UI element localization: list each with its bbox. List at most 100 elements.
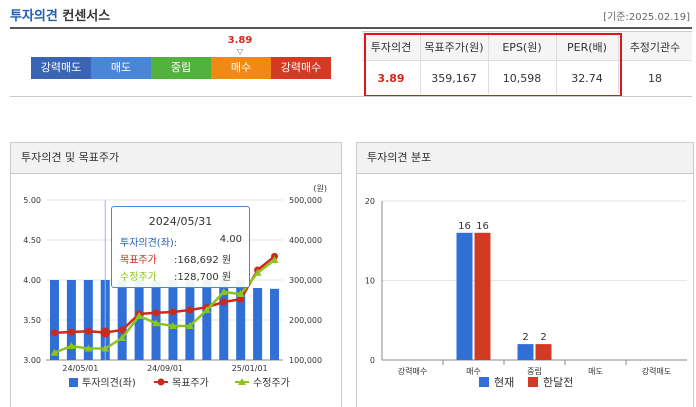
right-axis-tick: 500,000 [289, 196, 322, 205]
left-axis-tick: 4.00 [23, 276, 41, 285]
hover-point [100, 327, 111, 338]
y-axis-tick: 10 [365, 277, 375, 286]
opinion-bar [219, 280, 229, 360]
header-opinion: 투자의견 [370, 41, 412, 54]
right-axis-tick: 100,000 [289, 356, 322, 365]
right-panel-title: 투자의견 분포 [357, 143, 693, 174]
right-axis-tick: 200,000 [289, 316, 322, 325]
opinion-bar [66, 280, 76, 360]
tooltip-target-label: 목표주가 [120, 255, 157, 266]
title-sub: 컨센서스 [62, 9, 111, 24]
current-bar [456, 232, 473, 360]
y-axis-tick: 0 [370, 356, 375, 365]
scale-strong-buy: 강력매수 [271, 57, 331, 79]
opinion-scale-bar: 강력매도 매도 중립 매수 강력매수 [31, 57, 331, 79]
legend-target-marker [157, 378, 165, 386]
header-per: PER(배) [567, 41, 607, 54]
price-point [270, 256, 279, 263]
bar-value-label: 2 [522, 332, 528, 343]
distribution-panel: 투자의견 분포 [356, 142, 694, 407]
legend-prev-swatch [528, 377, 538, 387]
price-point [185, 322, 194, 329]
scale-neutral: 중립 [151, 57, 211, 79]
x-axis-category: 강력매수 [398, 366, 427, 376]
left-axis-tick: 4.50 [23, 236, 41, 245]
opinion-target-chart: (원) 5.00 4.50 4.00 3.50 3.00 500,000 400,000 300… [23, 184, 327, 389]
legend-price-marker [238, 378, 246, 385]
opinion-bar [253, 288, 263, 360]
x-axis-tick: 24/05/01 [62, 364, 98, 373]
value-per: 32.74 [571, 72, 603, 85]
price-point [118, 334, 127, 341]
x-axis-category: 강력매도 [642, 366, 671, 376]
price-point [219, 288, 228, 295]
opinion-target-panel: 투자의견 및 목표주가 [10, 142, 342, 407]
header-eps: EPS(원) [502, 41, 542, 54]
scale-strong-sell: 강력매도 [31, 57, 91, 79]
target-price-point [50, 329, 58, 337]
current-bar [517, 344, 534, 360]
header-analyst-count: 추정기관수 [629, 41, 681, 54]
current-opinion-marker-icon: ▽ [236, 47, 244, 56]
value-target-price: 359,167 [431, 72, 477, 85]
y-axis-tick: 20 [365, 197, 375, 206]
target-price-point [186, 306, 194, 314]
prev-month-bar [474, 232, 491, 360]
bar-value-label: 16 [458, 221, 471, 232]
price-point [84, 344, 93, 352]
price-point [236, 290, 245, 297]
price-point [202, 306, 211, 313]
value-eps: 10,598 [502, 72, 542, 85]
price-point [152, 319, 161, 327]
legend-opinion-swatch [69, 378, 78, 387]
target-price-point [152, 309, 160, 317]
tooltip-opinion-value: 4.00 [219, 234, 242, 245]
tooltip-target-value: :168,692 원 [174, 255, 232, 266]
opinion-bar [83, 280, 93, 360]
reference-date: [기준:2025.02.19] [603, 12, 690, 23]
price-line [53, 259, 276, 354]
value-opinion: 3.89 [377, 72, 405, 85]
price-point [135, 312, 144, 319]
right-axis-tick: 300,000 [289, 276, 322, 285]
chart-tooltip: 2024/05/31 투자의견(좌): 4.00 목표주가 :168,692 원… [111, 206, 250, 288]
left-axis-tick: 5.00 [23, 196, 41, 205]
opinion-bar [134, 280, 144, 360]
header-target-price: 목표주가(원) [424, 41, 484, 54]
tooltip-price-label: 수정주가 [120, 272, 157, 283]
legend-current-label: 현재 [494, 376, 514, 389]
table-top-border [362, 31, 692, 32]
section-divider [10, 96, 692, 97]
tooltip-opinion-label: 투자의견(좌): [120, 238, 178, 249]
target-price-point [118, 326, 126, 334]
target-price-point [169, 308, 177, 316]
opinion-bar [185, 280, 195, 360]
opinion-bar [168, 280, 178, 360]
price-point [168, 322, 177, 329]
bar-value-label: 2 [540, 332, 546, 343]
section-title: 투자의견 컨센서스 [10, 5, 110, 24]
x-axis-tick: 24/09/01 [147, 364, 183, 373]
x-axis-category: 중립 [527, 367, 542, 376]
target-price-point [84, 327, 92, 335]
x-axis-category: 매수 [466, 367, 481, 376]
price-point [253, 268, 262, 276]
scale-sell: 매도 [91, 57, 151, 79]
legend-prev-label: 한달전 [543, 376, 573, 389]
tooltip-price-value: :128,700 원 [174, 272, 232, 283]
left-axis-tick: 3.00 [23, 356, 41, 365]
value-analyst-count: 18 [648, 72, 662, 85]
price-point [50, 348, 59, 356]
header-divider [10, 27, 692, 29]
scale-buy: 매수 [211, 57, 271, 79]
x-axis-tick: 25/01/01 [232, 364, 268, 373]
x-axis-category: 매도 [588, 367, 603, 376]
prev-month-bar [535, 344, 552, 360]
bar-value-label: 16 [476, 221, 489, 232]
consensus-summary-table: 투자의견 목표주가(원) EPS(원) PER(배) 추정기관수 3.89 35… [362, 32, 692, 94]
opinion-bar [202, 280, 212, 360]
highlight-box [364, 33, 622, 97]
tooltip-date: 2024/05/31 [148, 215, 213, 228]
legend-price-label: 수정주가 [253, 377, 290, 389]
